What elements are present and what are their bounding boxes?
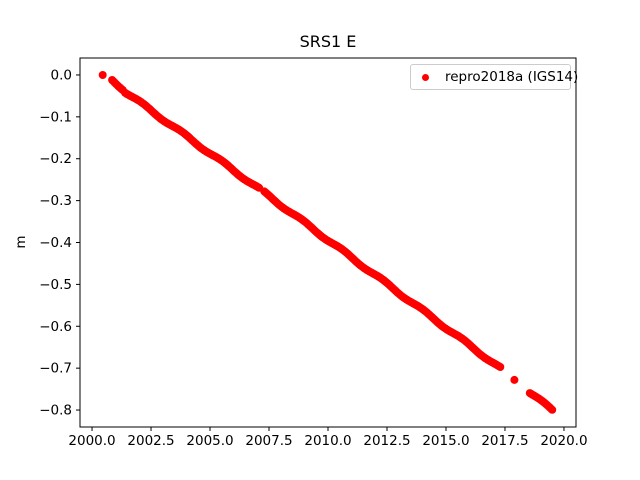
- data-point: [510, 375, 519, 384]
- x-tick-label: 2010.0: [304, 433, 351, 449]
- x-tick-label: 2000.0: [68, 433, 115, 449]
- x-tick-label: 2007.5: [245, 433, 292, 449]
- legend-marker-icon: [422, 73, 429, 81]
- x-tick-label: 2017.5: [481, 433, 528, 449]
- x-tick-label: 2012.5: [363, 433, 410, 449]
- data-point: [548, 405, 557, 414]
- data-point: [496, 363, 505, 371]
- y-tick-label: −0.4: [39, 235, 72, 251]
- y-tick-label: −0.2: [39, 151, 72, 167]
- y-tick-label: −0.3: [39, 193, 72, 209]
- legend-label: repro2018a (IGS14): [445, 69, 579, 85]
- y-tick-label: 0.0: [51, 67, 72, 83]
- y-tick-label: −0.1: [39, 109, 72, 125]
- y-tick-label: −0.6: [39, 319, 72, 335]
- legend: repro2018a (IGS14): [410, 64, 578, 90]
- data-point: [98, 71, 107, 79]
- x-tick-label: 2020.0: [540, 433, 587, 449]
- x-tick-label: 2015.0: [422, 433, 469, 449]
- scatter-series: [98, 71, 557, 414]
- y-tick-label: −0.5: [39, 277, 72, 293]
- x-tick-label: 2002.5: [127, 433, 174, 449]
- y-tick-label: −0.7: [39, 361, 72, 377]
- x-tick-label: 2005.0: [186, 433, 233, 449]
- y-tick-label: −0.8: [39, 403, 72, 419]
- chart-title: SRS1 E: [299, 32, 357, 51]
